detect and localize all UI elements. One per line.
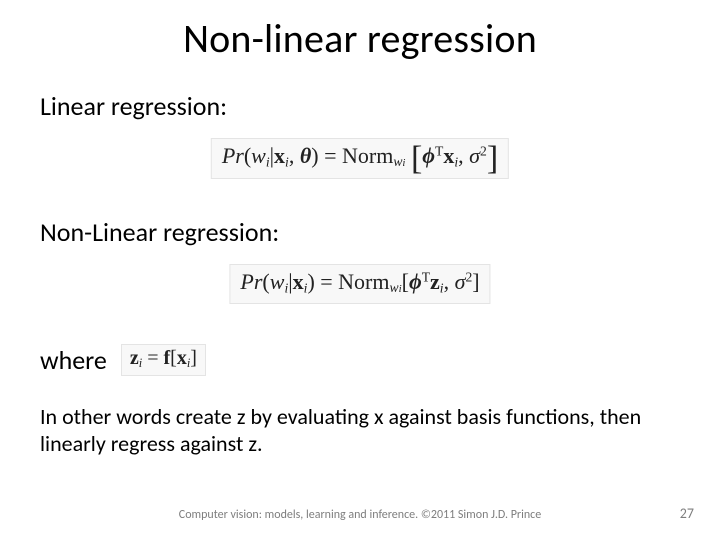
label-linear-regression: Linear regression: [40, 90, 227, 122]
where-row: where zi = f[xi] [40, 344, 206, 376]
label-where: where [40, 344, 107, 376]
formula-nonlinear-regression: Pr(wi|xi) = Normwi[ϕTzi, σ2] [229, 264, 490, 304]
footer-attribution: Computer vision: models, learning and in… [0, 508, 720, 522]
formula-z-definition: zi = f[xi] [121, 344, 206, 376]
explanation-text: In other words create z by evaluating x … [40, 404, 680, 458]
page-number: 27 [680, 505, 694, 522]
page-title: Non-linear regression [0, 14, 720, 63]
formula-linear-regression: Pr(wi|xi, θ) = Normwi [ϕTxi, σ2] [211, 138, 509, 179]
label-nonlinear-regression: Non-Linear regression: [40, 216, 279, 248]
slide: Non-linear regression Linear regression:… [0, 0, 720, 540]
